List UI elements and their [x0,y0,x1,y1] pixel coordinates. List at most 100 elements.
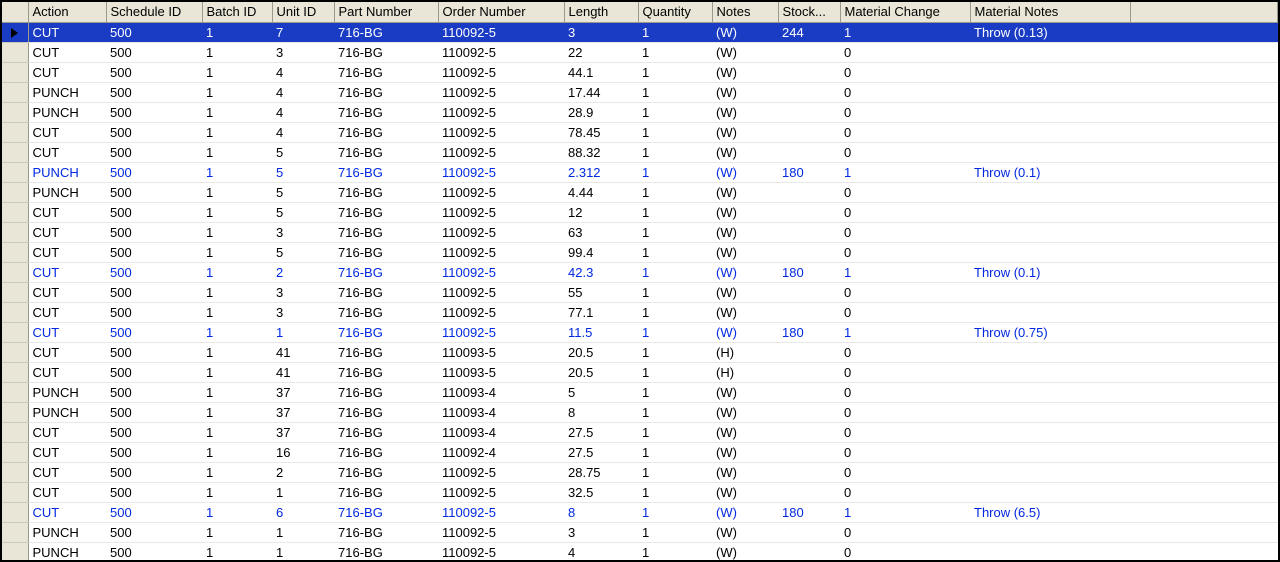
cell-partNumber[interactable]: 716-BG [334,262,438,282]
row-indicator[interactable] [2,422,28,442]
table-row[interactable]: CUT50015716-BG110092-599.41(W)0 [2,242,1278,262]
cell-unitId[interactable]: 5 [272,202,334,222]
cell-materialNotes[interactable] [970,202,1130,222]
cell-stock[interactable]: 180 [778,502,840,522]
row-selector-header[interactable] [2,2,28,22]
cell-partNumber[interactable]: 716-BG [334,502,438,522]
cell-stock[interactable] [778,522,840,542]
cell-partNumber[interactable]: 716-BG [334,242,438,262]
cell-scheduleId[interactable]: 500 [106,542,202,560]
cell-stock[interactable] [778,402,840,422]
cell-stock[interactable]: 244 [778,22,840,42]
col-header-partnumber[interactable]: Part Number [334,2,438,22]
cell-batchId[interactable]: 1 [202,482,272,502]
cell-orderNumber[interactable]: 110092-5 [438,262,564,282]
row-indicator[interactable] [2,282,28,302]
cell-unitId[interactable]: 5 [272,142,334,162]
cell-scheduleId[interactable]: 500 [106,362,202,382]
cell-materialNotes[interactable]: Throw (0.75) [970,322,1130,342]
cell-stock[interactable] [778,142,840,162]
cell-stock[interactable] [778,422,840,442]
cell-materialNotes[interactable] [970,362,1130,382]
cell-action[interactable]: CUT [28,62,106,82]
cell-stock[interactable] [778,62,840,82]
table-row[interactable]: CUT50014716-BG110092-578.451(W)0 [2,122,1278,142]
cell-materialChange[interactable]: 0 [840,442,970,462]
cell-batchId[interactable]: 1 [202,342,272,362]
cell-scheduleId[interactable]: 500 [106,382,202,402]
cell-materialChange[interactable]: 0 [840,482,970,502]
cell-length[interactable]: 3 [564,22,638,42]
cell-materialChange[interactable]: 0 [840,202,970,222]
row-indicator[interactable] [2,42,28,62]
cell-orderNumber[interactable]: 110092-4 [438,442,564,462]
cell-materialChange[interactable]: 0 [840,302,970,322]
cell-notes[interactable]: (W) [712,282,778,302]
row-indicator[interactable] [2,442,28,462]
table-row[interactable]: CUT50013716-BG110092-5221(W)0 [2,42,1278,62]
cell-orderNumber[interactable]: 110093-4 [438,382,564,402]
cell-partNumber[interactable]: 716-BG [334,362,438,382]
cell-orderNumber[interactable]: 110092-5 [438,242,564,262]
cell-orderNumber[interactable]: 110092-5 [438,502,564,522]
cell-action[interactable]: CUT [28,422,106,442]
cell-materialNotes[interactable] [970,302,1130,322]
cell-notes[interactable]: (W) [712,82,778,102]
cell-orderNumber[interactable]: 110092-5 [438,522,564,542]
cell-length[interactable]: 99.4 [564,242,638,262]
cell-materialChange[interactable]: 0 [840,142,970,162]
cell-materialChange[interactable]: 0 [840,402,970,422]
cell-batchId[interactable]: 1 [202,202,272,222]
cell-notes[interactable]: (W) [712,322,778,342]
cell-materialNotes[interactable] [970,282,1130,302]
cell-batchId[interactable]: 1 [202,322,272,342]
row-indicator[interactable] [2,382,28,402]
cell-action[interactable]: CUT [28,42,106,62]
cell-length[interactable]: 42.3 [564,262,638,282]
cell-quantity[interactable]: 1 [638,502,712,522]
cell-partNumber[interactable]: 716-BG [334,142,438,162]
cell-orderNumber[interactable]: 110093-4 [438,402,564,422]
cell-materialChange[interactable]: 0 [840,42,970,62]
cell-quantity[interactable]: 1 [638,422,712,442]
row-indicator[interactable] [2,502,28,522]
cell-batchId[interactable]: 1 [202,102,272,122]
cell-orderNumber[interactable]: 110092-5 [438,322,564,342]
cell-batchId[interactable]: 1 [202,282,272,302]
cell-batchId[interactable]: 1 [202,142,272,162]
cell-notes[interactable]: (W) [712,262,778,282]
row-indicator[interactable] [2,102,28,122]
cell-unitId[interactable]: 1 [272,322,334,342]
cell-length[interactable]: 63 [564,222,638,242]
cell-orderNumber[interactable]: 110092-5 [438,82,564,102]
cell-partNumber[interactable]: 716-BG [334,462,438,482]
row-indicator[interactable] [2,142,28,162]
table-row[interactable]: CUT50012716-BG110092-542.31(W)1801Throw … [2,262,1278,282]
cell-action[interactable]: CUT [28,142,106,162]
cell-unitId[interactable]: 37 [272,382,334,402]
cell-length[interactable]: 20.5 [564,342,638,362]
table-row[interactable]: PUNCH500137716-BG110093-481(W)0 [2,402,1278,422]
cell-unitId[interactable]: 4 [272,122,334,142]
cell-partNumber[interactable]: 716-BG [334,162,438,182]
cell-length[interactable]: 27.5 [564,442,638,462]
cell-scheduleId[interactable]: 500 [106,202,202,222]
cell-materialChange[interactable]: 0 [840,62,970,82]
row-indicator[interactable] [2,162,28,182]
cell-action[interactable]: CUT [28,462,106,482]
cell-scheduleId[interactable]: 500 [106,322,202,342]
cell-batchId[interactable]: 1 [202,382,272,402]
cell-stock[interactable] [778,82,840,102]
cell-partNumber[interactable]: 716-BG [334,202,438,222]
cell-orderNumber[interactable]: 110092-5 [438,282,564,302]
table-row[interactable]: CUT500116716-BG110092-427.51(W)0 [2,442,1278,462]
cell-length[interactable]: 17.44 [564,82,638,102]
cell-length[interactable]: 44.1 [564,62,638,82]
cell-quantity[interactable]: 1 [638,382,712,402]
cell-unitId[interactable]: 5 [272,242,334,262]
cell-quantity[interactable]: 1 [638,42,712,62]
cell-materialChange[interactable]: 0 [840,382,970,402]
table-row[interactable]: CUT50013716-BG110092-5551(W)0 [2,282,1278,302]
cell-action[interactable]: CUT [28,302,106,322]
cell-batchId[interactable]: 1 [202,222,272,242]
